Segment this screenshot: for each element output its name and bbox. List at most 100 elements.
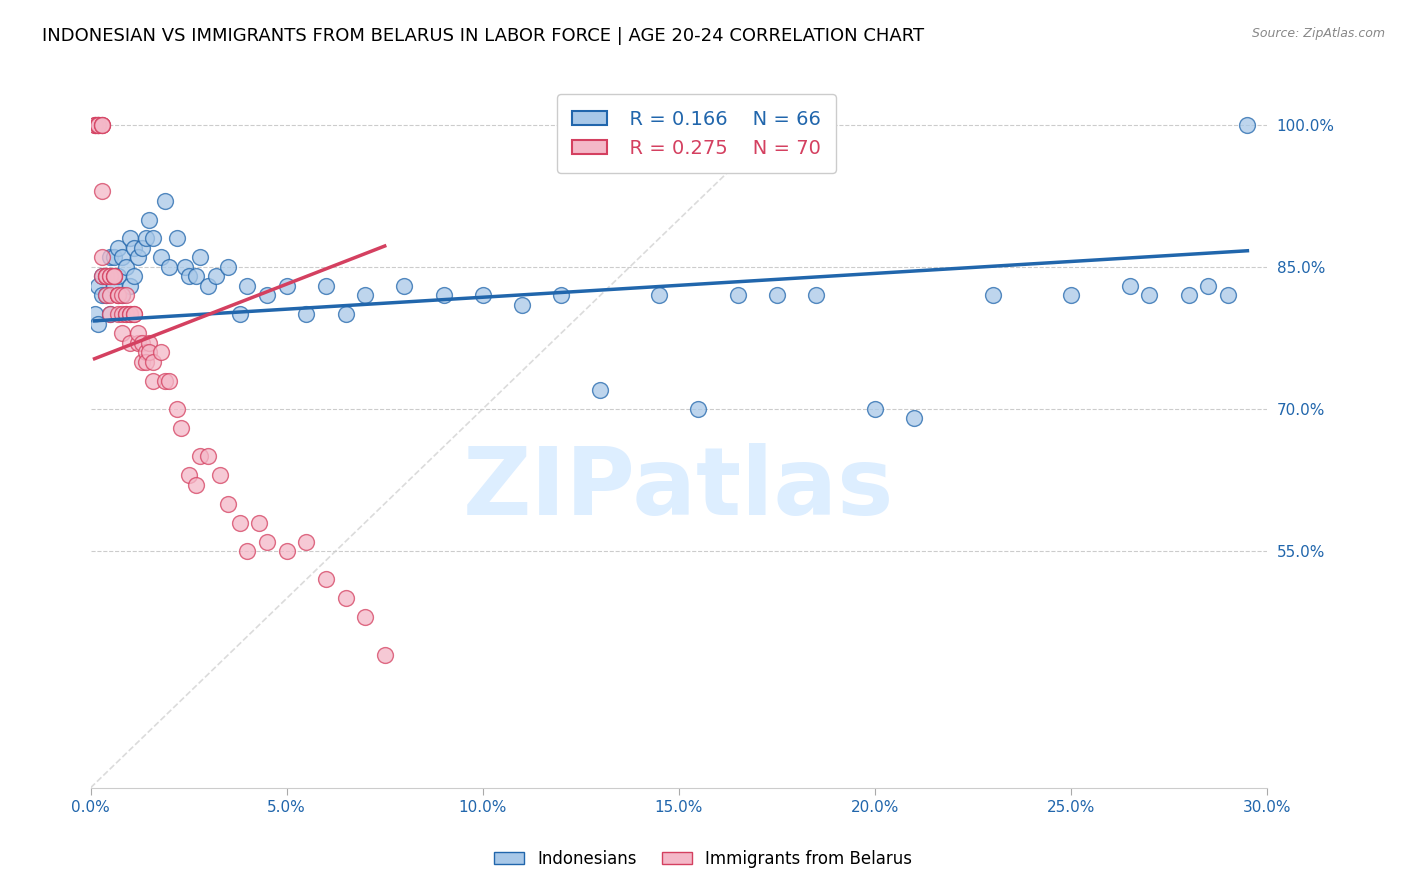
- Point: [91, 118, 114, 132]
- Point: [295, 534, 318, 549]
- Point: [153, 194, 176, 208]
- Point: [103, 278, 125, 293]
- Point: [153, 374, 176, 388]
- Point: [131, 241, 153, 255]
- Point: [432, 288, 454, 302]
- Point: [103, 251, 125, 265]
- Point: [83, 118, 105, 132]
- Point: [208, 468, 231, 483]
- Point: [166, 231, 188, 245]
- Point: [111, 288, 134, 302]
- Point: [186, 269, 208, 284]
- Point: [98, 269, 121, 284]
- Point: [471, 288, 494, 302]
- Legend: Indonesians, Immigrants from Belarus: Indonesians, Immigrants from Belarus: [488, 844, 918, 875]
- Point: [96, 288, 118, 302]
- Point: [91, 118, 114, 132]
- Point: [138, 212, 160, 227]
- Point: [111, 326, 134, 340]
- Point: [197, 278, 219, 293]
- Point: [107, 288, 129, 302]
- Point: [157, 374, 180, 388]
- Point: [83, 307, 105, 321]
- Point: [118, 307, 141, 321]
- Point: [98, 269, 121, 284]
- Point: [138, 345, 160, 359]
- Point: [374, 648, 396, 662]
- Point: [96, 269, 118, 284]
- Point: [127, 326, 149, 340]
- Point: [315, 278, 337, 293]
- Text: ZIPatlas: ZIPatlas: [463, 443, 894, 535]
- Point: [766, 288, 789, 302]
- Point: [142, 231, 165, 245]
- Point: [118, 335, 141, 350]
- Point: [166, 401, 188, 416]
- Point: [107, 269, 129, 284]
- Point: [256, 288, 278, 302]
- Point: [217, 497, 239, 511]
- Point: [118, 307, 141, 321]
- Point: [91, 269, 114, 284]
- Point: [98, 288, 121, 302]
- Point: [87, 278, 110, 293]
- Point: [96, 269, 118, 284]
- Point: [127, 251, 149, 265]
- Point: [295, 307, 318, 321]
- Point: [87, 118, 110, 132]
- Point: [550, 288, 572, 302]
- Point: [197, 450, 219, 464]
- Point: [122, 307, 145, 321]
- Point: [1119, 278, 1142, 293]
- Point: [118, 278, 141, 293]
- Point: [87, 317, 110, 331]
- Point: [115, 307, 138, 321]
- Legend:   R = 0.166    N = 66,   R = 0.275    N = 70: R = 0.166 N = 66, R = 0.275 N = 70: [557, 95, 837, 173]
- Point: [96, 269, 118, 284]
- Point: [115, 307, 138, 321]
- Point: [190, 450, 212, 464]
- Point: [111, 251, 134, 265]
- Point: [1177, 288, 1199, 302]
- Point: [103, 269, 125, 284]
- Point: [127, 335, 149, 350]
- Point: [98, 269, 121, 284]
- Point: [217, 260, 239, 274]
- Point: [122, 307, 145, 321]
- Point: [87, 118, 110, 132]
- Point: [111, 288, 134, 302]
- Point: [228, 307, 250, 321]
- Point: [205, 269, 228, 284]
- Point: [354, 288, 377, 302]
- Point: [118, 231, 141, 245]
- Point: [157, 260, 180, 274]
- Point: [142, 354, 165, 368]
- Point: [103, 269, 125, 284]
- Point: [122, 241, 145, 255]
- Point: [122, 269, 145, 284]
- Point: [115, 288, 138, 302]
- Point: [107, 288, 129, 302]
- Point: [111, 307, 134, 321]
- Point: [107, 307, 129, 321]
- Point: [150, 251, 173, 265]
- Point: [173, 260, 195, 274]
- Point: [276, 278, 298, 293]
- Point: [688, 401, 710, 416]
- Point: [1236, 118, 1258, 132]
- Point: [354, 610, 377, 624]
- Point: [103, 269, 125, 284]
- Point: [83, 118, 105, 132]
- Point: [228, 516, 250, 530]
- Point: [236, 544, 259, 558]
- Point: [134, 345, 156, 359]
- Point: [177, 269, 200, 284]
- Point: [315, 573, 337, 587]
- Point: [131, 335, 153, 350]
- Point: [138, 335, 160, 350]
- Point: [134, 354, 156, 368]
- Point: [87, 118, 110, 132]
- Point: [981, 288, 1004, 302]
- Point: [190, 251, 212, 265]
- Point: [83, 118, 105, 132]
